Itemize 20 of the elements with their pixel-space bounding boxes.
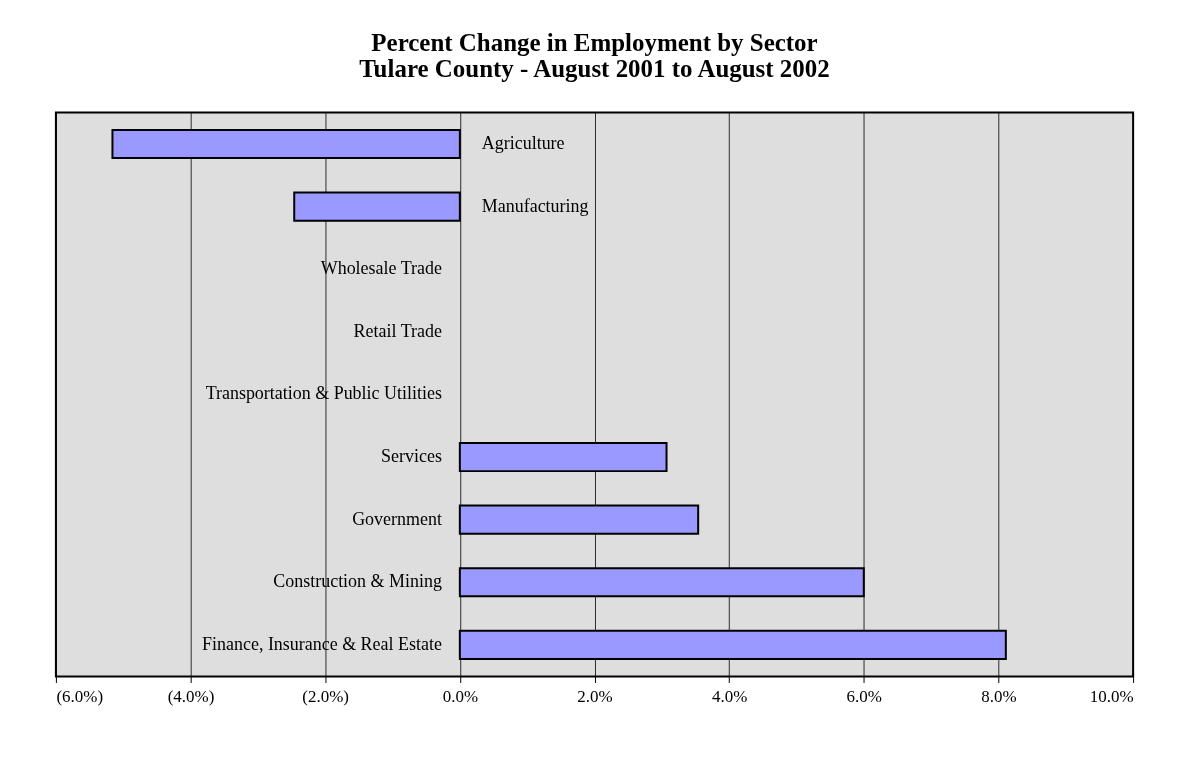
x-tick-label: (2.0%) bbox=[302, 686, 350, 706]
y-tick-label: Construction & Mining bbox=[273, 571, 442, 592]
y-tick-label: Retail Trade bbox=[353, 320, 442, 341]
x-tick-label: 10.0% bbox=[1089, 686, 1134, 706]
text: Percent Change in Employment by Sector bbox=[371, 28, 818, 56]
x-tick-label: (6.0%) bbox=[56, 686, 104, 706]
x-tick-label: 0.0% bbox=[442, 686, 479, 706]
x-tick-label: 6.0% bbox=[846, 686, 882, 706]
y-tick-label: Manufacturing bbox=[481, 195, 589, 216]
y-tick-label: Services bbox=[381, 446, 442, 467]
y-tick-label: Wholesale Trade bbox=[320, 258, 442, 279]
x-tick-label: 8.0% bbox=[981, 686, 1017, 706]
text: Tulare County - August 2001 to August 2002 bbox=[359, 55, 830, 83]
x-tick-label: 4.0% bbox=[711, 686, 748, 706]
y-tick-label: Transportation & Public Utilities bbox=[205, 383, 442, 404]
x-tick-label: 2.0% bbox=[577, 686, 613, 706]
y-tick-label: Government bbox=[352, 508, 442, 529]
y-tick-label: Agriculture bbox=[481, 133, 565, 154]
x-tick-label: (4.0%) bbox=[167, 686, 215, 706]
y-tick-label: Finance, Insurance & Real Estate bbox=[202, 633, 442, 654]
